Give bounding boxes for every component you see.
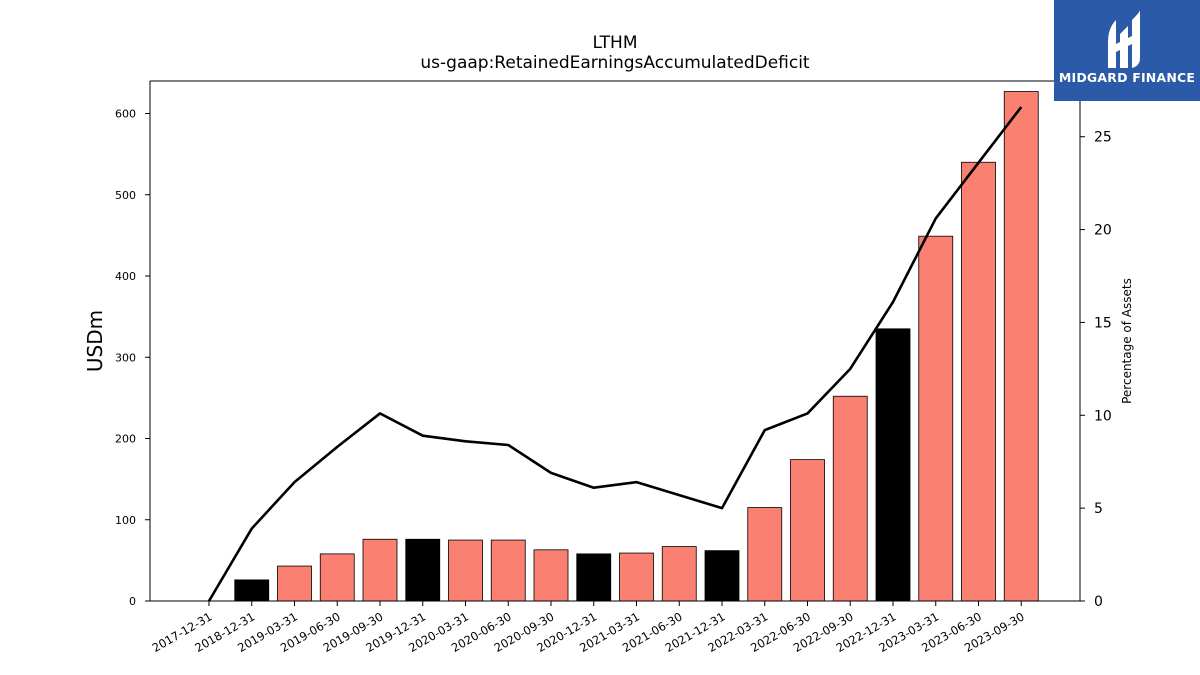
chart-subtitle: us-gaap:RetainedEarningsAccumulatedDefic…: [420, 53, 810, 73]
bar-2018-12-31: [234, 579, 270, 602]
logo-mark-icon: [1108, 10, 1140, 68]
bar-2019-09-30: [362, 538, 398, 602]
chart-title: LTHM: [592, 33, 638, 53]
y-right-tick-label: 5: [1094, 501, 1103, 517]
bar-2019-12-31: [405, 538, 441, 602]
bar-2020-12-31: [576, 553, 612, 602]
y-axis-label: USDm: [83, 310, 107, 372]
y-tick-label: 400: [115, 270, 136, 283]
y-right-tick-label: 10: [1094, 408, 1112, 424]
y-right-tick-label: 25: [1094, 130, 1112, 146]
y-right-tick-label: 15: [1094, 315, 1112, 331]
bar-2023-09-30: [1003, 91, 1039, 602]
y-tick-label: 600: [115, 108, 136, 121]
y-tick-label: 0: [129, 595, 136, 608]
bar-2021-03-31: [619, 552, 654, 602]
y-tick-label: 100: [115, 514, 136, 527]
y-tick-label: 300: [115, 351, 136, 364]
bar-2022-06-30: [790, 459, 825, 602]
y-right-tick-label: 20: [1094, 223, 1112, 239]
bar-2021-06-30: [661, 546, 697, 602]
bar-2022-12-31: [875, 328, 911, 602]
bar-2021-12-31: [704, 550, 740, 602]
y-right-tick-label: 0: [1094, 594, 1103, 610]
y-tick-label: 500: [115, 189, 136, 202]
bar-2019-06-30: [319, 553, 355, 602]
bar-2020-06-30: [490, 539, 526, 602]
bar-2019-03-31: [277, 565, 312, 602]
bar-2022-03-31: [747, 507, 783, 602]
bar-2022-09-30: [832, 395, 868, 602]
bar-2023-06-30: [961, 161, 996, 602]
bar-2023-03-31: [918, 235, 954, 602]
midgard-finance-logo: MIDGARD FINANCE: [1054, 0, 1200, 101]
percentage-line: [207, 106, 1023, 602]
logo-text: MIDGARD FINANCE: [1058, 70, 1196, 85]
y-tick-label: 200: [115, 433, 136, 446]
bar-2020-09-30: [533, 549, 569, 602]
bar-2020-03-31: [448, 539, 483, 602]
y-right-axis-label: Percentage of Assets: [1120, 278, 1134, 404]
